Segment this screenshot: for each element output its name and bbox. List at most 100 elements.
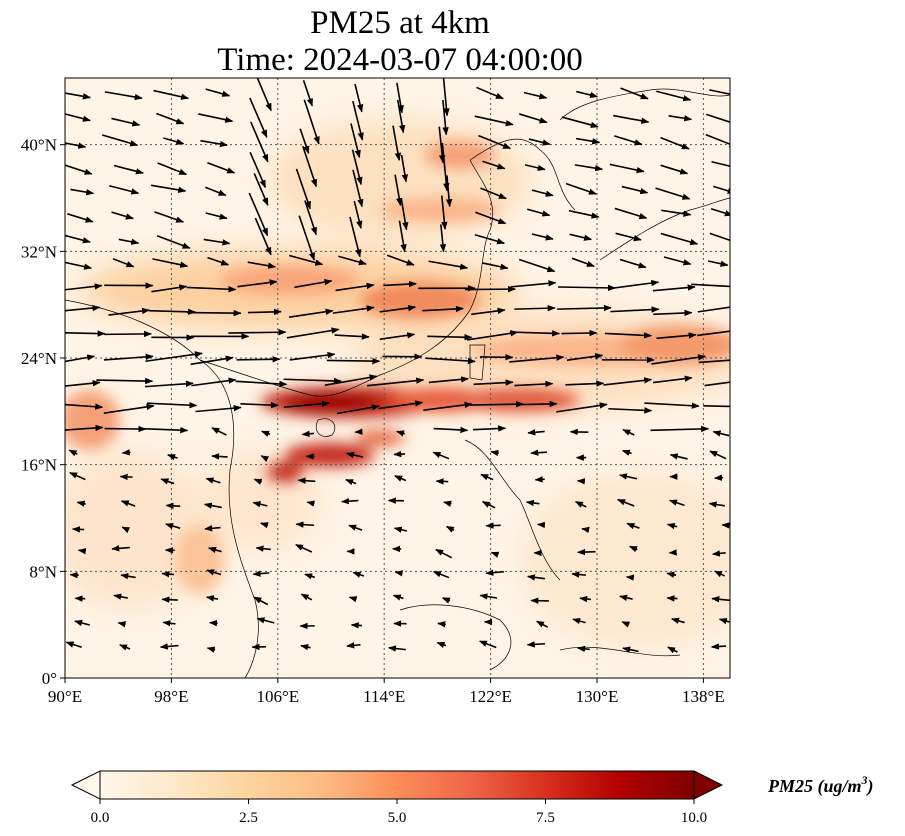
wind-arrow xyxy=(475,211,507,225)
wind-arrow xyxy=(652,284,696,292)
wind-arrow xyxy=(255,545,271,552)
wind-arrow xyxy=(205,595,219,602)
wind-arrow xyxy=(604,332,653,339)
lon-tick-label: 98°E xyxy=(154,687,188,706)
wind-arrow xyxy=(621,621,631,628)
wind-arrow xyxy=(352,169,364,208)
wind-arrow xyxy=(660,164,689,175)
wind-arrow xyxy=(603,377,653,386)
wind-arrow xyxy=(145,351,203,363)
wind-arrow xyxy=(481,500,496,509)
wind-arrow xyxy=(198,113,234,123)
wind-arrow xyxy=(435,548,453,559)
wind-arrow xyxy=(96,377,154,385)
gridlines xyxy=(65,78,730,678)
wind-arrow xyxy=(65,92,91,100)
wind-arrow xyxy=(207,162,236,174)
wind-arrow xyxy=(721,522,730,529)
wind-arrow xyxy=(691,283,730,288)
lon-tick-label: 122°E xyxy=(469,687,512,706)
wind-arrow xyxy=(392,125,402,161)
wind-arrow xyxy=(111,545,130,552)
wind-arrow xyxy=(302,79,313,107)
wind-arrow xyxy=(336,404,380,415)
lat-tick-label: 0° xyxy=(42,669,57,688)
wind-arrow xyxy=(77,547,87,555)
wind-arrow xyxy=(536,620,549,628)
wind-arrow xyxy=(300,593,313,601)
wind-arrow xyxy=(608,407,653,414)
wind-arrow xyxy=(525,499,540,507)
wind-arrow xyxy=(118,238,140,245)
wind-arrow xyxy=(394,475,407,482)
wind-arrow xyxy=(441,142,450,192)
colorbar-min-extend xyxy=(70,770,101,800)
lon-tick-label: 90°E xyxy=(48,687,82,706)
wind-arrow xyxy=(65,354,96,363)
wind-arrow xyxy=(345,451,364,459)
wind-arrow xyxy=(485,569,505,576)
wind-arrow xyxy=(338,255,367,266)
wind-arrow xyxy=(252,570,270,577)
wind-arrow xyxy=(206,646,216,653)
wind-arrow xyxy=(256,78,272,112)
lat-tick-label: 24°N xyxy=(21,349,57,368)
wind-arrow xyxy=(120,573,136,580)
wind-arrow xyxy=(619,594,633,601)
wind-arrow xyxy=(440,195,448,230)
wind-arrow xyxy=(473,425,507,432)
wind-arrow xyxy=(235,380,288,388)
wind-arrow xyxy=(295,543,313,553)
plot-frame xyxy=(64,77,731,679)
wind-arrow xyxy=(295,168,311,210)
wind-arrow xyxy=(445,525,455,533)
wind-arrow xyxy=(65,113,91,122)
wind-arrow xyxy=(392,594,404,601)
wind-arrow xyxy=(160,478,175,485)
wind-arrow xyxy=(113,593,128,600)
wind-arrow xyxy=(708,501,725,508)
wind-arrow xyxy=(650,425,710,433)
lat-tick-label: 8°N xyxy=(29,562,57,581)
wind-arrow xyxy=(620,87,649,100)
colorbar-bar xyxy=(99,770,695,800)
wind-arrow xyxy=(65,380,101,387)
wind-arrow xyxy=(65,261,93,270)
wind-arrow xyxy=(713,185,730,194)
wind-arrow xyxy=(163,137,185,145)
wind-arrow xyxy=(443,500,452,507)
wind-arrow xyxy=(428,376,470,384)
wind-arrow xyxy=(186,286,237,293)
wind-arrow xyxy=(523,91,548,100)
wind-arrow xyxy=(394,174,403,207)
wind-arrow xyxy=(306,500,315,507)
wind-arrow xyxy=(482,262,509,270)
wind-arrow xyxy=(574,164,604,172)
lat-tick-label: 32°N xyxy=(21,242,57,261)
wind-arrow xyxy=(65,304,101,312)
wind-arrow xyxy=(142,426,189,434)
wind-arrow xyxy=(74,619,90,627)
wind-arrow xyxy=(65,283,103,291)
wind-arrow xyxy=(480,473,494,481)
wind-arrow xyxy=(211,427,227,436)
wind-arrow xyxy=(261,430,271,437)
wind-arrow xyxy=(614,207,648,220)
wind-arrow xyxy=(152,258,189,268)
wind-arrow xyxy=(65,234,91,244)
wind-arrow xyxy=(571,257,595,268)
wind-arrow xyxy=(565,380,605,387)
wind-arrow xyxy=(613,114,650,124)
lon-tick-label: 106°E xyxy=(256,687,299,706)
wind-arrow xyxy=(68,449,78,457)
wind-arrow xyxy=(260,522,269,529)
wind-arrow xyxy=(161,596,178,603)
map-title: PM25 at 4km xyxy=(310,5,490,41)
wind-arrow xyxy=(565,182,597,195)
wind-arrow xyxy=(621,449,632,456)
wind-arrow xyxy=(609,163,645,174)
wind-arrow xyxy=(354,83,364,113)
wind-arrow xyxy=(165,502,181,510)
wind-arrow xyxy=(618,473,638,480)
wind-arrow xyxy=(713,474,724,481)
